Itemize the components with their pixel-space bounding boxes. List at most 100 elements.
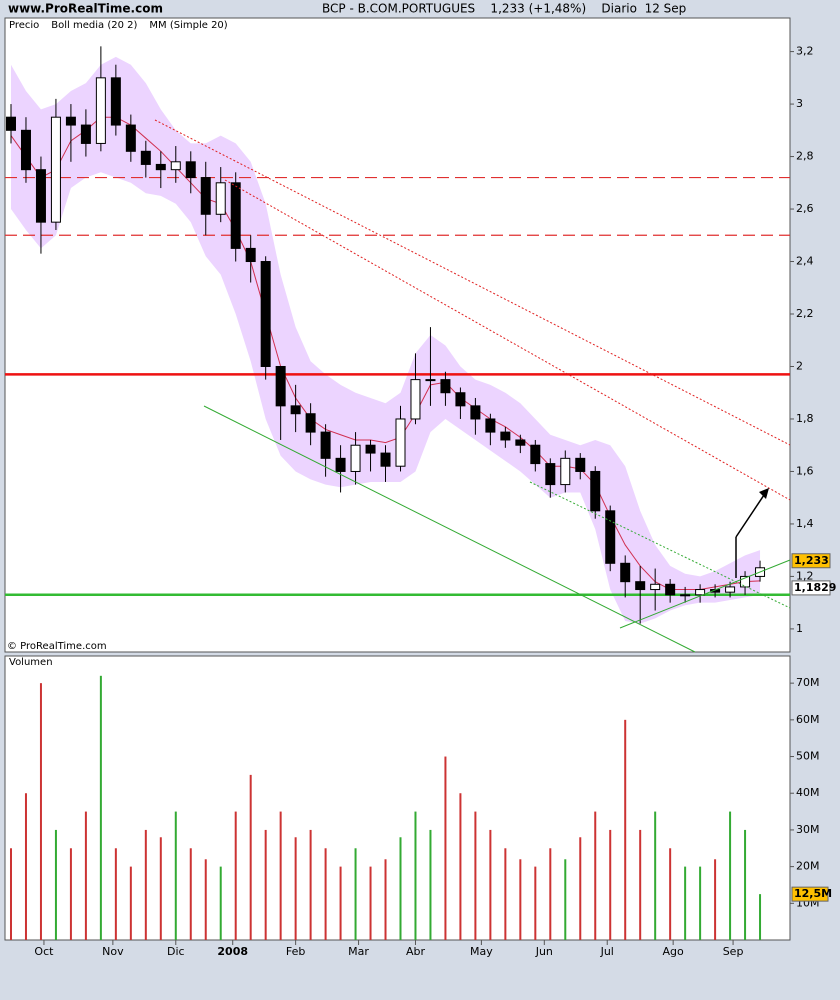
x-tick-label: Jun: [535, 945, 553, 958]
candle-body: [380, 452, 391, 467]
volume-bar: [249, 774, 252, 940]
candle-body: [455, 392, 466, 407]
y-tick-label: 2,2: [796, 307, 814, 320]
last-value-label: 12,5M: [794, 887, 832, 900]
candle-body: [65, 116, 76, 126]
x-tick-label: Feb: [286, 945, 305, 958]
x-tick-label: Nov: [102, 945, 124, 958]
volume-bar: [69, 848, 72, 940]
candle-body: [410, 379, 421, 420]
candle-body: [470, 405, 481, 420]
candle-body: [530, 444, 541, 465]
volume-bar: [549, 848, 552, 940]
candle-body: [395, 418, 406, 467]
volume-bar: [519, 859, 522, 940]
legend-entry: Precio: [9, 20, 39, 31]
trend-line: [154, 119, 791, 446]
volume-bar: [714, 859, 717, 940]
y-tick-label: 70M: [796, 676, 820, 689]
candle-body: [665, 583, 676, 596]
volume-bar: [639, 829, 642, 940]
candle-body: [350, 444, 361, 472]
volume-bar: [354, 848, 357, 940]
last-value-tag: [791, 886, 829, 902]
y-tick-label: 2,8: [796, 150, 814, 163]
volume-bar: [669, 848, 672, 940]
volume-bar: [489, 829, 492, 940]
candle-body: [125, 124, 136, 152]
candle-body: [230, 182, 241, 249]
last-value-tag: [791, 553, 831, 569]
volume-bar: [474, 811, 477, 940]
volume-bar: [24, 793, 27, 940]
x-tick-label: May: [470, 945, 493, 958]
volume-bar: [39, 683, 42, 940]
y-tick-label: 30M: [796, 823, 820, 836]
y-tick-label: 2,4: [796, 255, 814, 268]
x-tick-label: Jul: [600, 945, 614, 958]
volume-bar: [579, 837, 582, 940]
candle-body: [215, 182, 226, 215]
volume-bar: [534, 866, 537, 940]
volume-bar: [309, 829, 312, 940]
volume-bar: [729, 811, 732, 940]
volume-bar: [699, 866, 702, 940]
volume-bar: [129, 866, 132, 940]
candle-body: [605, 510, 616, 564]
site: www.ProRealTime.com: [8, 2, 163, 16]
volume-bar: [339, 866, 342, 940]
volume-bar: [444, 756, 447, 940]
y-tick-label: 1: [796, 622, 803, 635]
candle-body: [275, 365, 286, 407]
arrow: [735, 491, 767, 538]
y-tick-label: 2: [796, 359, 803, 372]
volume-bar: [429, 829, 432, 940]
candle-body: [560, 457, 571, 486]
y-tick-label: 20M: [796, 860, 820, 873]
volume-bar: [399, 837, 402, 940]
volume-bar: [504, 848, 507, 940]
volume-bar: [84, 811, 87, 940]
candle-body: [680, 594, 691, 597]
candle-body: [200, 177, 211, 215]
y-tick-label: 3: [796, 97, 803, 110]
candle-body: [335, 457, 346, 472]
candle-body: [110, 77, 121, 126]
volume-bar: [384, 859, 387, 940]
y-tick-label: 1,6: [796, 464, 814, 477]
volume-bar: [234, 811, 237, 940]
legend-entry: Boll media (20 2): [51, 20, 137, 31]
volume-bar: [369, 866, 372, 940]
y-tick-label: 60M: [796, 713, 820, 726]
volume-bar: [624, 719, 627, 940]
candle-body: [5, 116, 16, 131]
x-tick-label: Dic: [167, 945, 185, 958]
candle-body: [50, 116, 61, 223]
candle-body: [740, 575, 751, 588]
candle-body: [545, 463, 556, 486]
candle-body: [500, 431, 511, 441]
candle-body: [170, 161, 181, 171]
candle-body: [305, 413, 316, 433]
volume-panel: [4, 655, 791, 941]
volume-bar: [609, 829, 612, 940]
trend-line: [619, 559, 791, 629]
volume-bar: [759, 894, 762, 940]
volume-bar: [159, 837, 162, 940]
last-value-label: 1,1829: [794, 581, 836, 594]
y-tick-label: 40M: [796, 786, 820, 799]
legend-entry: MM (Simple 20): [149, 20, 227, 31]
candle-body: [695, 589, 706, 596]
x-tick-label: 2008: [217, 945, 248, 958]
candle-body: [95, 77, 106, 144]
y-tick-label: 50M: [796, 750, 820, 763]
y-tick-label: 1,8: [796, 412, 814, 425]
x-tick-label: Ago: [663, 945, 685, 958]
volume-bar: [114, 848, 117, 940]
candle-body: [35, 169, 46, 223]
y-tick-label: 3,2: [796, 45, 814, 58]
candle-body: [260, 261, 271, 367]
volume-bar: [99, 675, 102, 940]
